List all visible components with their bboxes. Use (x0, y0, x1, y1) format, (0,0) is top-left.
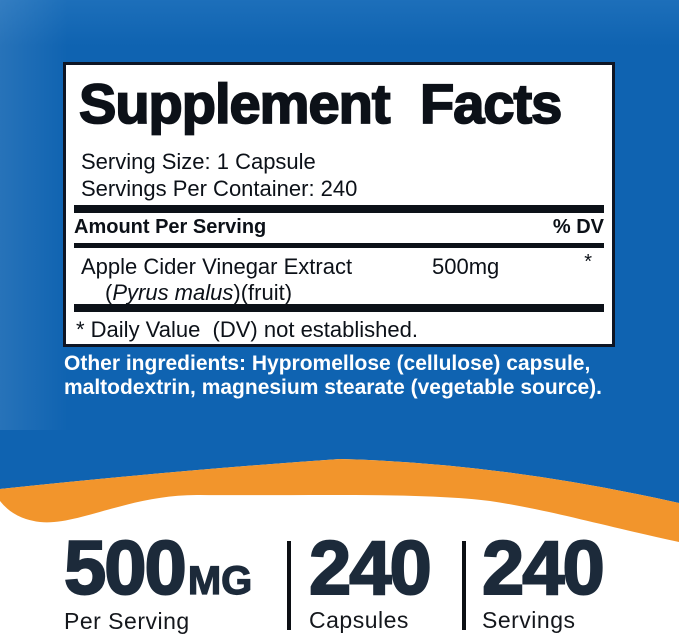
stat-value-row: 240 (481, 526, 606, 611)
stat-unit: MG (187, 559, 253, 603)
botanical-open-paren: ( (105, 280, 113, 305)
ingredient-name: Apple Cider Vinegar Extract (81, 254, 353, 279)
stat-value: 240 (308, 526, 433, 611)
supplement-facts-panel: Supplement Facts Serving Size: 1 Capsule… (63, 62, 615, 347)
column-header-row: Amount Per Serving % DV (74, 216, 604, 239)
stat-servings: 240 Servings (481, 526, 606, 634)
stat-per-serving: 500 MG Per Serving (63, 526, 253, 635)
divider-bar-thick-bottom (74, 304, 604, 312)
stat-value: 240 (481, 526, 606, 611)
botanical-close-paren-fruit: )(fruit) (233, 280, 293, 305)
servings-per-container-text: Servings Per Container: 240 (81, 176, 358, 201)
stat-value-row: 500 MG (63, 526, 253, 611)
other-ingredients-text: Other ingredients: Hypromellose (cellulo… (64, 352, 603, 399)
stat-label: Per Serving (64, 608, 190, 634)
daily-value-footnote: * Daily Value (DV) not established. (76, 317, 418, 342)
column-header-amount-per-serving: Amount Per Serving (74, 216, 267, 238)
ingredient-dv-asterisk: * (584, 251, 592, 273)
stat-capsules: 240 Capsules (308, 526, 433, 634)
stat-label: Capsules (309, 607, 409, 633)
stat-value-row: 240 (308, 526, 433, 611)
divider-bar-medium (74, 243, 604, 248)
orange-swoosh-band (0, 459, 679, 542)
stat-divider-line (287, 541, 291, 630)
botanical-latin-name: Pyrus malus (112, 280, 234, 305)
blue-curve-region (0, 430, 679, 503)
swoosh-graphic (0, 430, 679, 542)
stat-divider-line (462, 541, 466, 630)
column-header-percent-dv: % DV (552, 216, 604, 238)
serving-size-text: Serving Size: 1 Capsule (81, 149, 316, 174)
ingredient-amount: 500mg (432, 254, 500, 279)
stat-label: Servings (482, 607, 576, 633)
stat-value: 500 (63, 526, 188, 611)
ingredient-botanical-name: (Pyrus malus)(fruit) (105, 280, 292, 306)
panel-title: Supplement Facts (78, 72, 563, 135)
divider-bar-thick-top (74, 205, 604, 213)
